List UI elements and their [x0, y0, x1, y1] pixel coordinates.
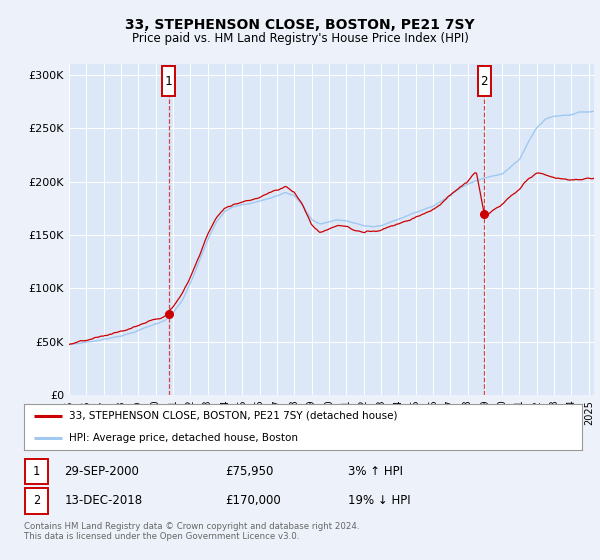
Text: 19% ↓ HPI: 19% ↓ HPI: [347, 494, 410, 507]
Text: 33, STEPHENSON CLOSE, BOSTON, PE21 7SY (detached house): 33, STEPHENSON CLOSE, BOSTON, PE21 7SY (…: [68, 410, 397, 421]
Text: 2: 2: [33, 494, 40, 507]
Text: 3% ↑ HPI: 3% ↑ HPI: [347, 465, 403, 478]
Text: 29-SEP-2000: 29-SEP-2000: [64, 465, 139, 478]
Text: HPI: Average price, detached house, Boston: HPI: Average price, detached house, Bost…: [68, 433, 298, 443]
Text: 1: 1: [33, 465, 40, 478]
FancyBboxPatch shape: [478, 66, 491, 96]
Text: Price paid vs. HM Land Registry's House Price Index (HPI): Price paid vs. HM Land Registry's House …: [131, 32, 469, 45]
Text: £170,000: £170,000: [225, 494, 281, 507]
Text: 1: 1: [165, 74, 172, 87]
Text: Contains HM Land Registry data © Crown copyright and database right 2024.
This d: Contains HM Land Registry data © Crown c…: [24, 522, 359, 542]
FancyBboxPatch shape: [162, 66, 175, 96]
FancyBboxPatch shape: [25, 459, 48, 484]
Text: 33, STEPHENSON CLOSE, BOSTON, PE21 7SY: 33, STEPHENSON CLOSE, BOSTON, PE21 7SY: [125, 18, 475, 32]
Text: £75,950: £75,950: [225, 465, 273, 478]
Text: 13-DEC-2018: 13-DEC-2018: [64, 494, 142, 507]
Text: 2: 2: [481, 74, 488, 87]
FancyBboxPatch shape: [25, 488, 48, 514]
